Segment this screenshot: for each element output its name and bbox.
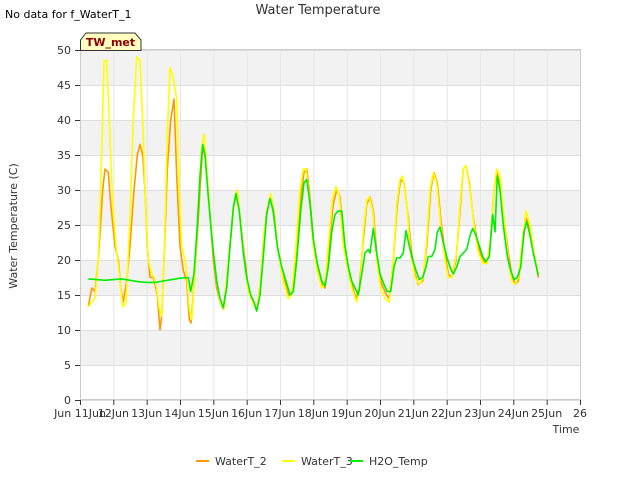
chart-legend: WaterT_2 WaterT_3 H2O_Temp (196, 455, 428, 468)
x-tick-label: 12Jun (98, 407, 129, 420)
x-tick-label: Jun 11Jun (53, 407, 106, 420)
tw-met-badge: TW_met (80, 32, 142, 51)
x-tick-label: 23Jun (464, 407, 495, 420)
y-tick-label: 40 (57, 114, 71, 127)
y-tick-label: 15 (57, 289, 71, 302)
background-band (80, 330, 580, 365)
background-band (80, 120, 580, 155)
plot-frame (80, 49, 581, 400)
legend-label-watert-2: WaterT_2 (215, 455, 267, 468)
series-line-watert-3 (87, 56, 540, 321)
x-tick-label: 16Jun (231, 407, 262, 420)
x-tick-label: 20Jun (364, 407, 395, 420)
y-tick-label: 30 (57, 184, 71, 197)
legend-label-h2o-temp: H2O_Temp (369, 455, 428, 468)
y-tick-label: 10 (57, 324, 71, 337)
series-lines (87, 56, 540, 331)
background-bands (80, 50, 580, 365)
y-axis-ticks: 0 5 10 15 20 25 30 35 40 45 50 (57, 44, 80, 407)
x-tick-label: 15Jun (198, 407, 229, 420)
y-tick-label: 5 (64, 359, 71, 372)
x-tick-label: 25Jun (531, 407, 562, 420)
legend-label-watert-3: WaterT_3 (301, 455, 353, 468)
chart-title: Water Temperature (256, 3, 381, 18)
x-tick-label: 18Jun (298, 407, 329, 420)
y-tick-label: 35 (57, 149, 71, 162)
x-tick-label: 21Jun (398, 407, 429, 420)
y-tick-label: 0 (64, 394, 71, 407)
no-data-message: No data for f_WaterT_1 (5, 8, 132, 21)
x-tick-label: 19Jun (331, 407, 362, 420)
background-band (80, 260, 580, 295)
series-line-h2o-temp (88, 143, 540, 312)
y-tick-label: 25 (57, 219, 71, 232)
x-tick-label: 14Jun (164, 407, 195, 420)
x-axis-label: Time (552, 423, 580, 436)
x-tick-label: 24Jun (498, 407, 529, 420)
badge-shape (80, 32, 142, 51)
badge-label: TW_met (86, 36, 135, 49)
y-tick-label: 20 (57, 254, 71, 267)
background-band (80, 50, 580, 85)
x-tick-label: 17Jun (264, 407, 295, 420)
x-tick-label: 26 (573, 407, 587, 420)
x-tick-label: 13Jun (131, 407, 162, 420)
y-tick-label: 45 (57, 79, 71, 92)
y-axis-label: Water Temperature (C) (7, 163, 20, 288)
y-tick-label: 50 (57, 44, 71, 57)
x-tick-label: 22Jun (431, 407, 462, 420)
